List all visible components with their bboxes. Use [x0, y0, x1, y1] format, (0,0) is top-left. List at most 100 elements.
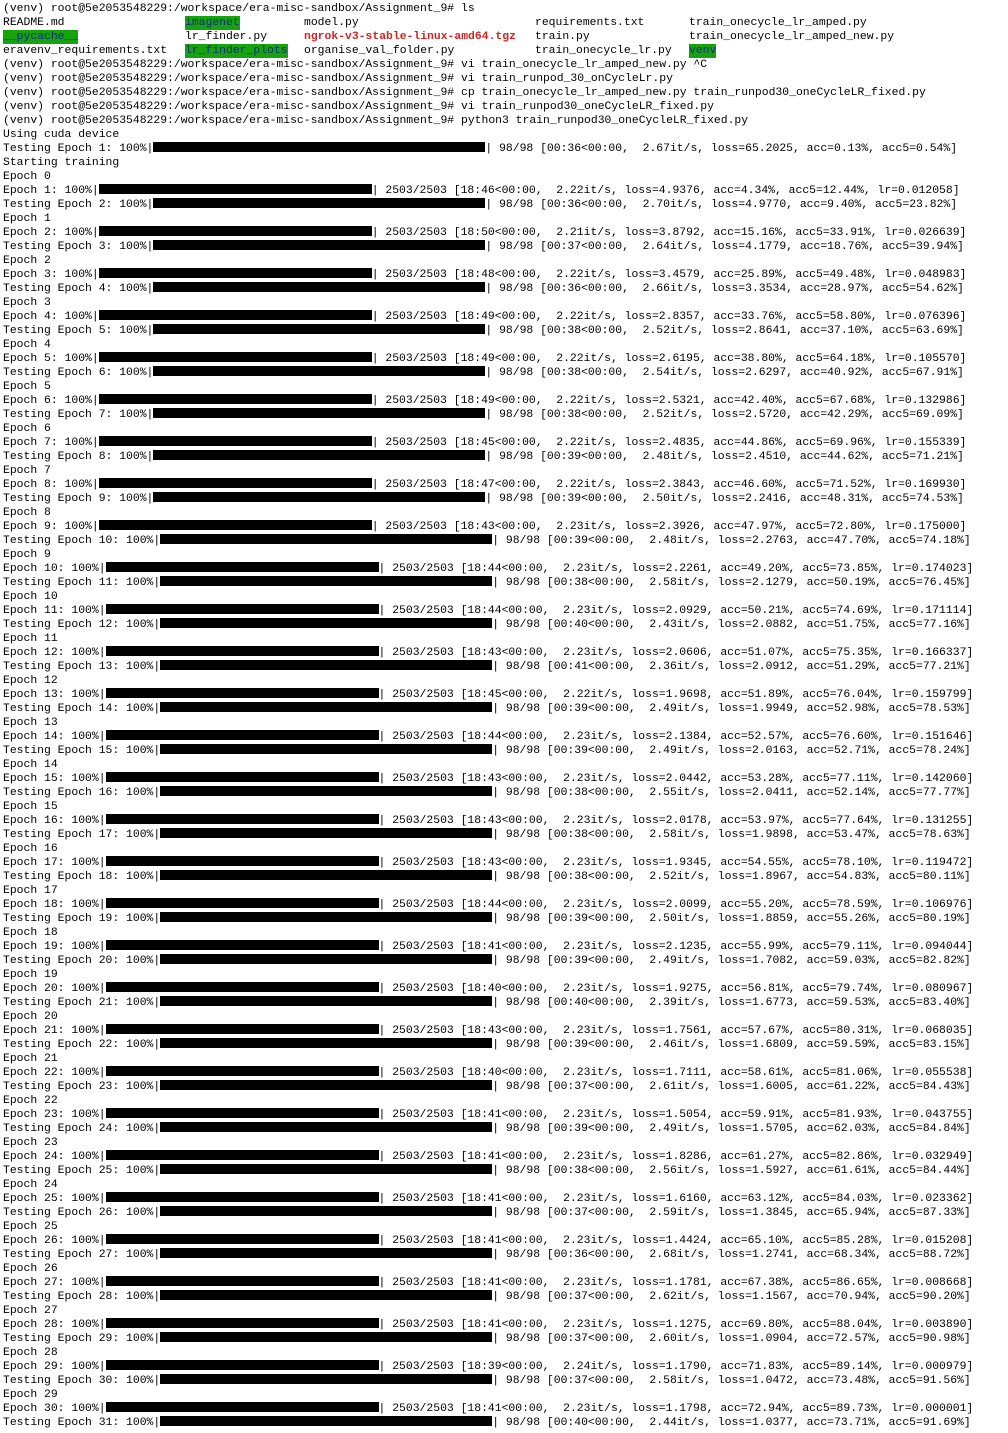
progress-bar-end: |	[378, 689, 393, 701]
test-progress-line: Testing Epoch 18: 100%| | 98/98 [00:38<00…	[3, 870, 973, 884]
progress-bar-end: |	[371, 437, 386, 449]
train-progress-line: Epoch 18: 100%| | 2503/2503 [18:44<00:00,…	[3, 898, 973, 912]
train-progress-line: Epoch 12: 100%| | 2503/2503 [18:43<00:00,…	[3, 646, 973, 660]
ls-directory-entry: __pycache__	[3, 30, 79, 44]
progress-bar-end: |	[492, 1375, 506, 1387]
progress-status: 98/98 [00:38<00:00, 2.52it/s, loss=2.572…	[499, 409, 964, 421]
epoch-header-line: Epoch 16	[3, 843, 58, 855]
progress-bar-end: |	[378, 983, 393, 995]
epoch-header-line: Epoch 28	[3, 1347, 58, 1359]
progress-status: 98/98 [00:36<00:00, 2.68it/s, loss=1.274…	[505, 1249, 971, 1261]
progress-bar	[160, 618, 493, 628]
progress-bar	[98, 352, 372, 362]
progress-status: 98/98 [00:39<00:00, 2.46it/s, loss=1.680…	[505, 1039, 971, 1051]
train-progress-line: Epoch 14: 100%| | 2503/2503 [18:44<00:00,…	[3, 730, 973, 744]
progress-bar-end: |	[485, 325, 500, 337]
progress-label: Testing Epoch 25: 100%|	[3, 1165, 161, 1177]
progress-bar-end: |	[492, 577, 506, 589]
prompt-line: (venv) root@5e2053548229:/workspace/era-…	[3, 2, 973, 16]
progress-bar-end: |	[378, 1235, 393, 1247]
progress-bar-end: |	[492, 1123, 506, 1135]
progress-bar-end: |	[378, 605, 393, 617]
terminal-output: (venv) root@5e2053548229:/workspace/era-…	[3, 2, 973, 1430]
test-progress-line: Testing Epoch 31: 100%| | 98/98 [00:40<00…	[3, 1416, 973, 1430]
prompt: (venv) root@5e2053548229:/workspace/era-…	[3, 101, 455, 113]
progress-label: Testing Epoch 19: 100%|	[3, 913, 161, 925]
progress-status: 98/98 [00:38<00:00, 2.52it/s, loss=2.864…	[499, 325, 964, 337]
progress-bar-end: |	[485, 451, 500, 463]
epoch-header-line: Epoch 15	[3, 801, 58, 813]
device-info-line: Using cuda device	[3, 129, 120, 141]
epoch-header-line: Epoch 0	[3, 171, 51, 183]
epoch-header-line: Epoch 4	[3, 339, 51, 351]
progress-status: 98/98 [00:39<00:00, 2.50it/s, loss=1.885…	[505, 913, 971, 925]
progress-status: 98/98 [00:40<00:00, 2.39it/s, loss=1.677…	[505, 997, 971, 1009]
progress-bar	[105, 730, 379, 740]
progress-label: Testing Epoch 31: 100%|	[3, 1417, 161, 1429]
test-progress-line: Testing Epoch 4: 100%| | 98/98 [00:36<00:…	[3, 282, 973, 296]
progress-bar-end: |	[492, 1207, 506, 1219]
progress-bar-end: |	[492, 955, 506, 967]
progress-bar	[98, 436, 372, 446]
command-text: vi train_runpod_30_onCycleLr.py	[461, 73, 673, 85]
prompt-line: (venv) root@5e2053548229:/workspace/era-…	[3, 86, 973, 100]
progress-bar	[153, 282, 486, 292]
progress-label: Testing Epoch 1: 100%|	[3, 143, 154, 155]
progress-bar	[160, 1416, 493, 1426]
progress-bar	[160, 786, 493, 796]
progress-bar	[105, 646, 379, 656]
progress-bar-end: |	[492, 1333, 506, 1345]
progress-status: 98/98 [00:40<00:00, 2.44it/s, loss=1.037…	[505, 1417, 971, 1429]
progress-bar	[98, 268, 372, 278]
progress-label: Epoch 29: 100%|	[3, 1361, 106, 1373]
progress-bar-end: |	[371, 479, 386, 491]
progress-label: Epoch 15: 100%|	[3, 773, 106, 785]
train-progress-line: Epoch 17: 100%| | 2503/2503 [18:43<00:00,…	[3, 856, 973, 870]
test-progress-line: Testing Epoch 8: 100%| | 98/98 [00:39<00:…	[3, 450, 973, 464]
progress-bar-end: |	[378, 1193, 393, 1205]
progress-status: 2503/2503 [18:45<00:00, 2.22it/s, loss=1…	[392, 689, 974, 701]
progress-label: Epoch 1: 100%|	[3, 185, 99, 197]
progress-status: 98/98 [00:37<00:00, 2.59it/s, loss=1.384…	[505, 1207, 971, 1219]
ls-output-row: README.md imagenet model.py requirements.tx…	[3, 16, 973, 30]
train-progress-line: Epoch 25: 100%| | 2503/2503 [18:41<00:00,…	[3, 1192, 973, 1206]
progress-status: 98/98 [00:38<00:00, 2.55it/s, loss=2.041…	[505, 787, 971, 799]
train-progress-line: Epoch 22: 100%| | 2503/2503 [18:40<00:00,…	[3, 1066, 973, 1080]
command-text: cp train_onecycle_lr_amped_new.py train_…	[461, 87, 926, 99]
train-progress-line: Epoch 26: 100%| | 2503/2503 [18:41<00:00,…	[3, 1234, 973, 1248]
progress-label: Testing Epoch 9: 100%|	[3, 493, 154, 505]
progress-bar-end: |	[492, 787, 506, 799]
train-progress-line: Epoch 28: 100%| | 2503/2503 [18:41<00:00,…	[3, 1318, 973, 1332]
progress-label: Epoch 4: 100%|	[3, 311, 99, 323]
command-text: python3 train_runpod30_oneCycleLR_fixed.…	[461, 115, 749, 127]
progress-status: 2503/2503 [18:40<00:00, 2.23it/s, loss=1…	[392, 1067, 974, 1079]
ls-directory-entry: lr_finder_plots	[185, 44, 288, 58]
progress-status: 2503/2503 [18:48<00:00, 2.22it/s, loss=3…	[385, 269, 967, 281]
progress-bar	[105, 1024, 379, 1034]
progress-status: 2503/2503 [18:43<00:00, 2.23it/s, loss=2…	[392, 647, 974, 659]
test-progress-line: Testing Epoch 5: 100%| | 98/98 [00:38<00:…	[3, 324, 973, 338]
progress-label: Testing Epoch 12: 100%|	[3, 619, 161, 631]
progress-status: 98/98 [00:37<00:00, 2.64it/s, loss=4.177…	[499, 241, 964, 253]
epoch-header-line: Epoch 6	[3, 423, 51, 435]
progress-bar-end: |	[378, 563, 393, 575]
test-progress-line: Testing Epoch 10: 100%| | 98/98 [00:39<00…	[3, 534, 973, 548]
progress-label: Epoch 10: 100%|	[3, 563, 106, 575]
test-progress-line: Testing Epoch 16: 100%| | 98/98 [00:38<00…	[3, 786, 973, 800]
progress-bar-end: |	[378, 731, 393, 743]
progress-label: Epoch 30: 100%|	[3, 1403, 106, 1415]
progress-bar	[105, 898, 379, 908]
progress-bar-end: |	[485, 493, 500, 505]
progress-bar	[105, 1234, 379, 1244]
ls-directory-entry: imagenet	[185, 16, 240, 30]
progress-bar	[160, 1248, 493, 1258]
ls-file-entry: eravenv_requirements.txt	[3, 45, 168, 57]
progress-label: Epoch 24: 100%|	[3, 1151, 106, 1163]
progress-label: Testing Epoch 10: 100%|	[3, 535, 161, 547]
command-text: vi train_onecycle_lr_amped_new.py ^C	[461, 59, 708, 71]
ls-file-entry: train_onecycle_lr.py	[535, 45, 672, 57]
epoch-header-line: Epoch 17	[3, 885, 58, 897]
progress-status: 98/98 [00:38<00:00, 2.56it/s, loss=1.592…	[505, 1165, 971, 1177]
command-text: vi train_runpod30_oneCycleLR_fixed.py	[461, 101, 714, 113]
